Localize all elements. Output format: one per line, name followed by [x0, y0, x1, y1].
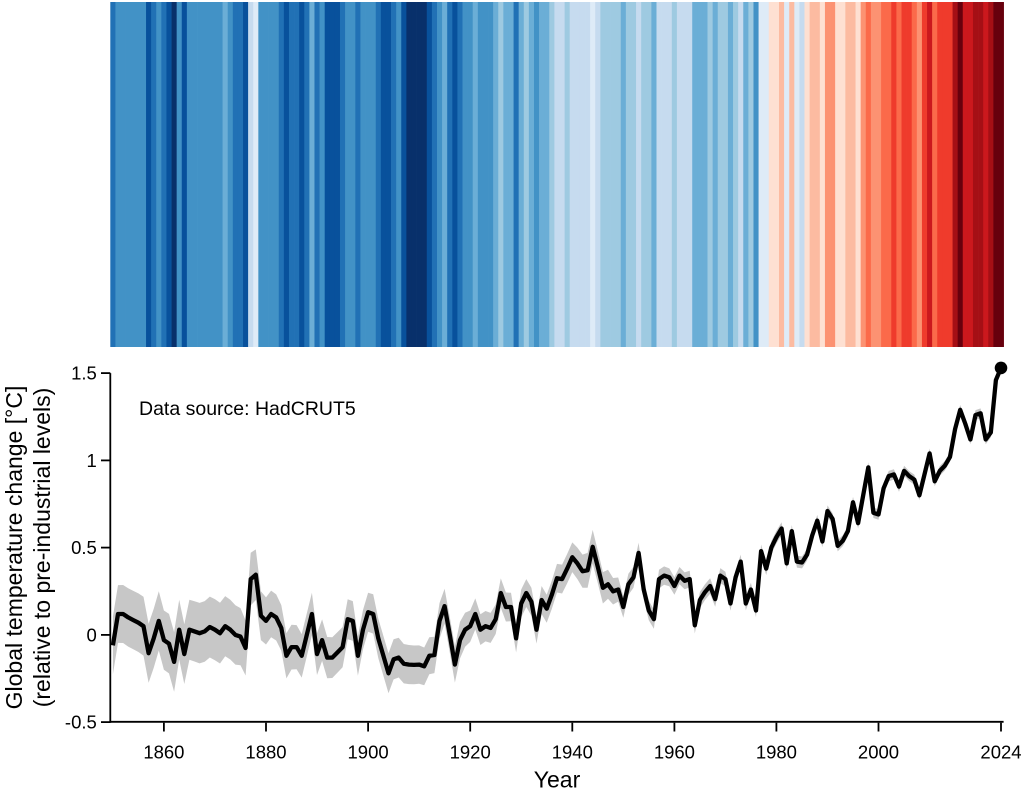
svg-text:1880: 1880 — [245, 741, 286, 762]
svg-text:0: 0 — [87, 624, 97, 645]
svg-text:Year: Year — [534, 767, 581, 793]
svg-text:-0.5: -0.5 — [65, 712, 97, 733]
svg-text:1: 1 — [87, 450, 97, 471]
svg-text:1.5: 1.5 — [71, 363, 97, 384]
svg-text:1900: 1900 — [348, 741, 389, 762]
svg-text:2024: 2024 — [980, 741, 1021, 762]
svg-text:(relative to pre-industrial le: (relative to pre-industrial levels) — [29, 388, 55, 708]
svg-text:1940: 1940 — [552, 741, 593, 762]
svg-text:2000: 2000 — [858, 741, 899, 762]
svg-text:1920: 1920 — [450, 741, 491, 762]
svg-text:1980: 1980 — [756, 741, 797, 762]
svg-text:Data source: HadCRUT5: Data source: HadCRUT5 — [139, 398, 356, 420]
svg-text:1960: 1960 — [654, 741, 695, 762]
svg-text:Global temperature change [°C]: Global temperature change [°C] — [1, 386, 27, 710]
svg-text:0.5: 0.5 — [71, 537, 97, 558]
svg-text:1860: 1860 — [143, 741, 184, 762]
